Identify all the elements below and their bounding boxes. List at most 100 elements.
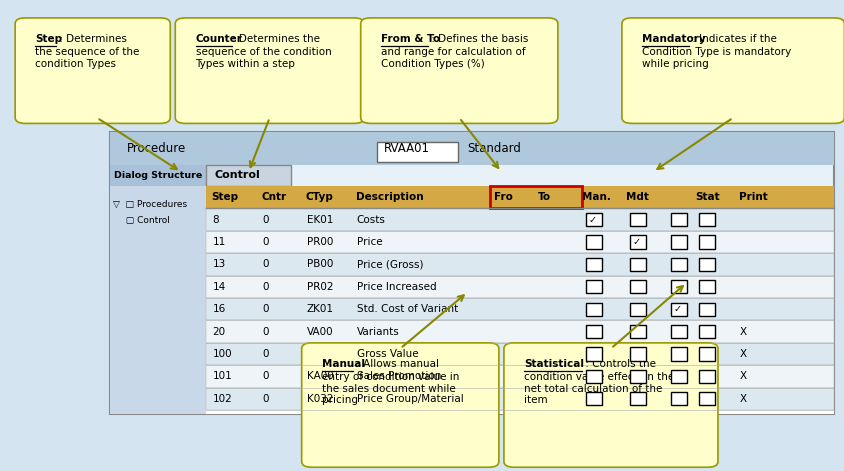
Text: KA00: KA00	[306, 372, 333, 382]
Text: 11: 11	[213, 237, 225, 247]
Text: Price Increased: Price Increased	[357, 282, 436, 292]
Text: RVAA01: RVAA01	[383, 142, 430, 155]
FancyBboxPatch shape	[699, 348, 715, 361]
FancyBboxPatch shape	[207, 388, 834, 410]
FancyBboxPatch shape	[586, 213, 602, 226]
Text: ✓: ✓	[674, 304, 681, 314]
Text: 0: 0	[262, 237, 269, 247]
Text: 0: 0	[262, 349, 269, 359]
FancyBboxPatch shape	[586, 302, 602, 316]
FancyBboxPatch shape	[490, 186, 582, 209]
FancyBboxPatch shape	[630, 213, 646, 226]
FancyBboxPatch shape	[671, 236, 687, 249]
Text: Print: Print	[738, 192, 768, 202]
FancyBboxPatch shape	[630, 392, 646, 406]
Text: PB00: PB00	[306, 260, 333, 269]
Text: EK01: EK01	[306, 215, 333, 225]
FancyBboxPatch shape	[630, 236, 646, 249]
FancyBboxPatch shape	[699, 325, 715, 338]
Text: 101: 101	[213, 372, 232, 382]
Text: 100: 100	[213, 349, 232, 359]
FancyBboxPatch shape	[586, 236, 602, 249]
Text: VA00: VA00	[306, 326, 333, 337]
Text: sequence of the condition
Types within a step: sequence of the condition Types within a…	[196, 47, 331, 69]
FancyBboxPatch shape	[699, 370, 715, 383]
Text: 0: 0	[262, 304, 269, 314]
Text: 20: 20	[213, 326, 225, 337]
Text: 0: 0	[262, 326, 269, 337]
Text: 8: 8	[213, 215, 219, 225]
Text: ▽  □ Procedures: ▽ □ Procedures	[113, 199, 187, 209]
Text: PR02: PR02	[306, 282, 333, 292]
FancyBboxPatch shape	[699, 280, 715, 293]
FancyBboxPatch shape	[586, 280, 602, 293]
Text: PR00: PR00	[306, 237, 333, 247]
Text: Fro: Fro	[494, 192, 513, 202]
Text: : Controls the: : Controls the	[582, 359, 656, 369]
Text: Costs: Costs	[357, 215, 386, 225]
Text: and range for calculation of
Condition Types (%): and range for calculation of Condition T…	[381, 47, 526, 69]
FancyBboxPatch shape	[630, 348, 646, 361]
Text: Statistical: Statistical	[524, 359, 584, 369]
FancyBboxPatch shape	[671, 325, 687, 338]
Text: Control: Control	[215, 171, 261, 180]
Text: Manual: Manual	[322, 359, 365, 369]
Text: Sales Promotion: Sales Promotion	[357, 372, 441, 382]
FancyBboxPatch shape	[207, 186, 834, 414]
Text: Stat: Stat	[695, 192, 720, 202]
Text: Dialog Structure: Dialog Structure	[114, 171, 202, 180]
Text: Description: Description	[356, 192, 424, 202]
FancyBboxPatch shape	[207, 320, 834, 343]
Text: K032: K032	[306, 394, 333, 404]
Text: : Indicates if the: : Indicates if the	[690, 34, 777, 44]
FancyBboxPatch shape	[671, 302, 687, 316]
FancyBboxPatch shape	[586, 258, 602, 271]
FancyBboxPatch shape	[630, 258, 646, 271]
Text: 102: 102	[213, 394, 232, 404]
Text: Price (Gross): Price (Gross)	[357, 260, 423, 269]
Text: Step: Step	[35, 34, 62, 44]
FancyBboxPatch shape	[110, 165, 207, 414]
FancyBboxPatch shape	[671, 370, 687, 383]
Text: Variants: Variants	[357, 326, 399, 337]
FancyBboxPatch shape	[699, 302, 715, 316]
Text: X: X	[739, 372, 747, 382]
FancyBboxPatch shape	[207, 165, 290, 186]
FancyBboxPatch shape	[586, 370, 602, 383]
FancyBboxPatch shape	[504, 343, 718, 467]
Text: Price: Price	[357, 237, 382, 247]
Text: Cntr: Cntr	[262, 192, 287, 202]
Text: Standard: Standard	[468, 142, 522, 155]
FancyBboxPatch shape	[699, 392, 715, 406]
Text: 16: 16	[213, 304, 225, 314]
Text: From & To: From & To	[381, 34, 440, 44]
Text: : Allows manual: : Allows manual	[354, 359, 439, 369]
Text: 14: 14	[213, 282, 225, 292]
Text: ▢ Control: ▢ Control	[120, 216, 170, 225]
FancyBboxPatch shape	[110, 165, 207, 186]
Text: CTyp: CTyp	[306, 192, 333, 202]
Text: Mandatory: Mandatory	[642, 34, 706, 44]
Text: 0: 0	[262, 394, 269, 404]
FancyBboxPatch shape	[176, 18, 364, 123]
Text: 13: 13	[213, 260, 225, 269]
FancyBboxPatch shape	[630, 370, 646, 383]
FancyBboxPatch shape	[207, 209, 834, 231]
FancyBboxPatch shape	[360, 18, 558, 123]
FancyBboxPatch shape	[630, 325, 646, 338]
FancyBboxPatch shape	[207, 186, 834, 209]
Text: To: To	[538, 192, 551, 202]
FancyBboxPatch shape	[671, 392, 687, 406]
FancyBboxPatch shape	[622, 18, 844, 123]
Text: X: X	[739, 326, 747, 337]
FancyBboxPatch shape	[207, 298, 834, 320]
Text: ✓: ✓	[632, 237, 641, 247]
FancyBboxPatch shape	[671, 348, 687, 361]
Text: 0: 0	[262, 282, 269, 292]
FancyBboxPatch shape	[586, 392, 602, 406]
FancyBboxPatch shape	[301, 343, 499, 467]
FancyBboxPatch shape	[207, 343, 834, 365]
FancyBboxPatch shape	[207, 253, 834, 276]
FancyBboxPatch shape	[699, 236, 715, 249]
Text: Gross Value: Gross Value	[357, 349, 419, 359]
